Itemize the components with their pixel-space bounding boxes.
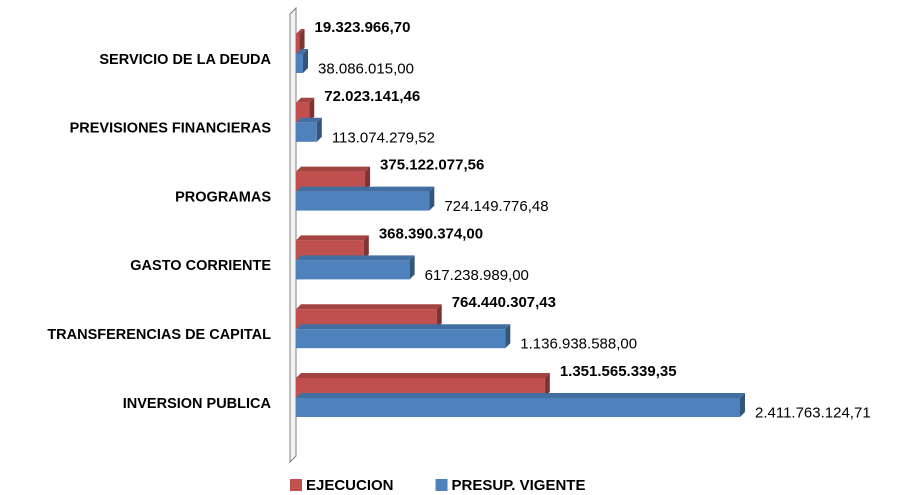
legend-swatch — [290, 479, 302, 491]
bar — [296, 329, 506, 349]
data-label: 617.238.989,00 — [425, 267, 529, 284]
bar-top — [296, 304, 442, 310]
bar-top — [296, 166, 371, 172]
data-label: 72.023.141,46 — [324, 88, 420, 105]
bar-side — [299, 29, 305, 53]
bar — [296, 398, 740, 417]
bar — [296, 191, 430, 211]
data-label: 764.440.307,43 — [452, 294, 556, 311]
bar — [296, 34, 300, 53]
bar-side — [740, 393, 745, 417]
bar-top — [296, 49, 309, 54]
data-label: 368.390.374,00 — [379, 225, 483, 242]
data-label: 38.086.015,00 — [318, 60, 414, 77]
bar — [296, 240, 364, 260]
bar-side — [363, 235, 369, 260]
bar — [296, 171, 366, 191]
bar-top — [296, 29, 305, 34]
category-label: PREVISIONES FINANCIERAS — [70, 121, 272, 137]
bar-top — [296, 235, 369, 241]
bar-side — [365, 166, 371, 191]
data-label: 724.149.776,48 — [444, 198, 548, 215]
data-label: 375.122.077,56 — [380, 157, 484, 174]
bar-top — [296, 373, 550, 378]
bar — [296, 122, 317, 142]
bar-top — [296, 117, 322, 123]
category-label: PROGRAMAS — [175, 189, 271, 205]
bar — [296, 54, 304, 73]
bar-top — [296, 324, 511, 330]
bar-side — [429, 186, 435, 211]
bar-side — [316, 117, 322, 142]
bar-side — [309, 97, 315, 122]
data-label: 2.411.763.124,71 — [755, 404, 871, 421]
legend-label: PRESUP. VIGENTE — [452, 477, 586, 494]
bar — [296, 260, 410, 280]
bar — [296, 378, 545, 397]
chart-wall — [289, 6, 297, 464]
bar — [296, 309, 437, 329]
data-label: 113.074.279,52 — [332, 129, 435, 146]
data-label: 19.323.966,70 — [315, 19, 411, 36]
bar-side — [303, 49, 309, 73]
category-label: GASTO CORRIENTE — [130, 258, 271, 274]
bar-top — [296, 97, 315, 103]
bar-top — [296, 186, 435, 192]
legend-label: EJECUCION — [306, 477, 394, 494]
category-label: TRANSFERENCIAS DE CAPITAL — [47, 327, 271, 343]
bar — [296, 102, 310, 122]
category-label: SERVICIO DE LA DEUDA — [99, 52, 271, 68]
data-label: 1.351.565.339,35 — [560, 363, 677, 380]
category-label: INVERSION PUBLICA — [123, 396, 272, 412]
legend-swatch — [435, 479, 448, 491]
bar-side — [544, 373, 550, 397]
bar-side — [505, 324, 511, 349]
bar-side — [436, 304, 442, 329]
bar-top — [296, 393, 745, 398]
bar-side — [409, 255, 415, 280]
bar-top — [296, 255, 415, 261]
data-label: 1.136.938.588,00 — [520, 336, 637, 353]
